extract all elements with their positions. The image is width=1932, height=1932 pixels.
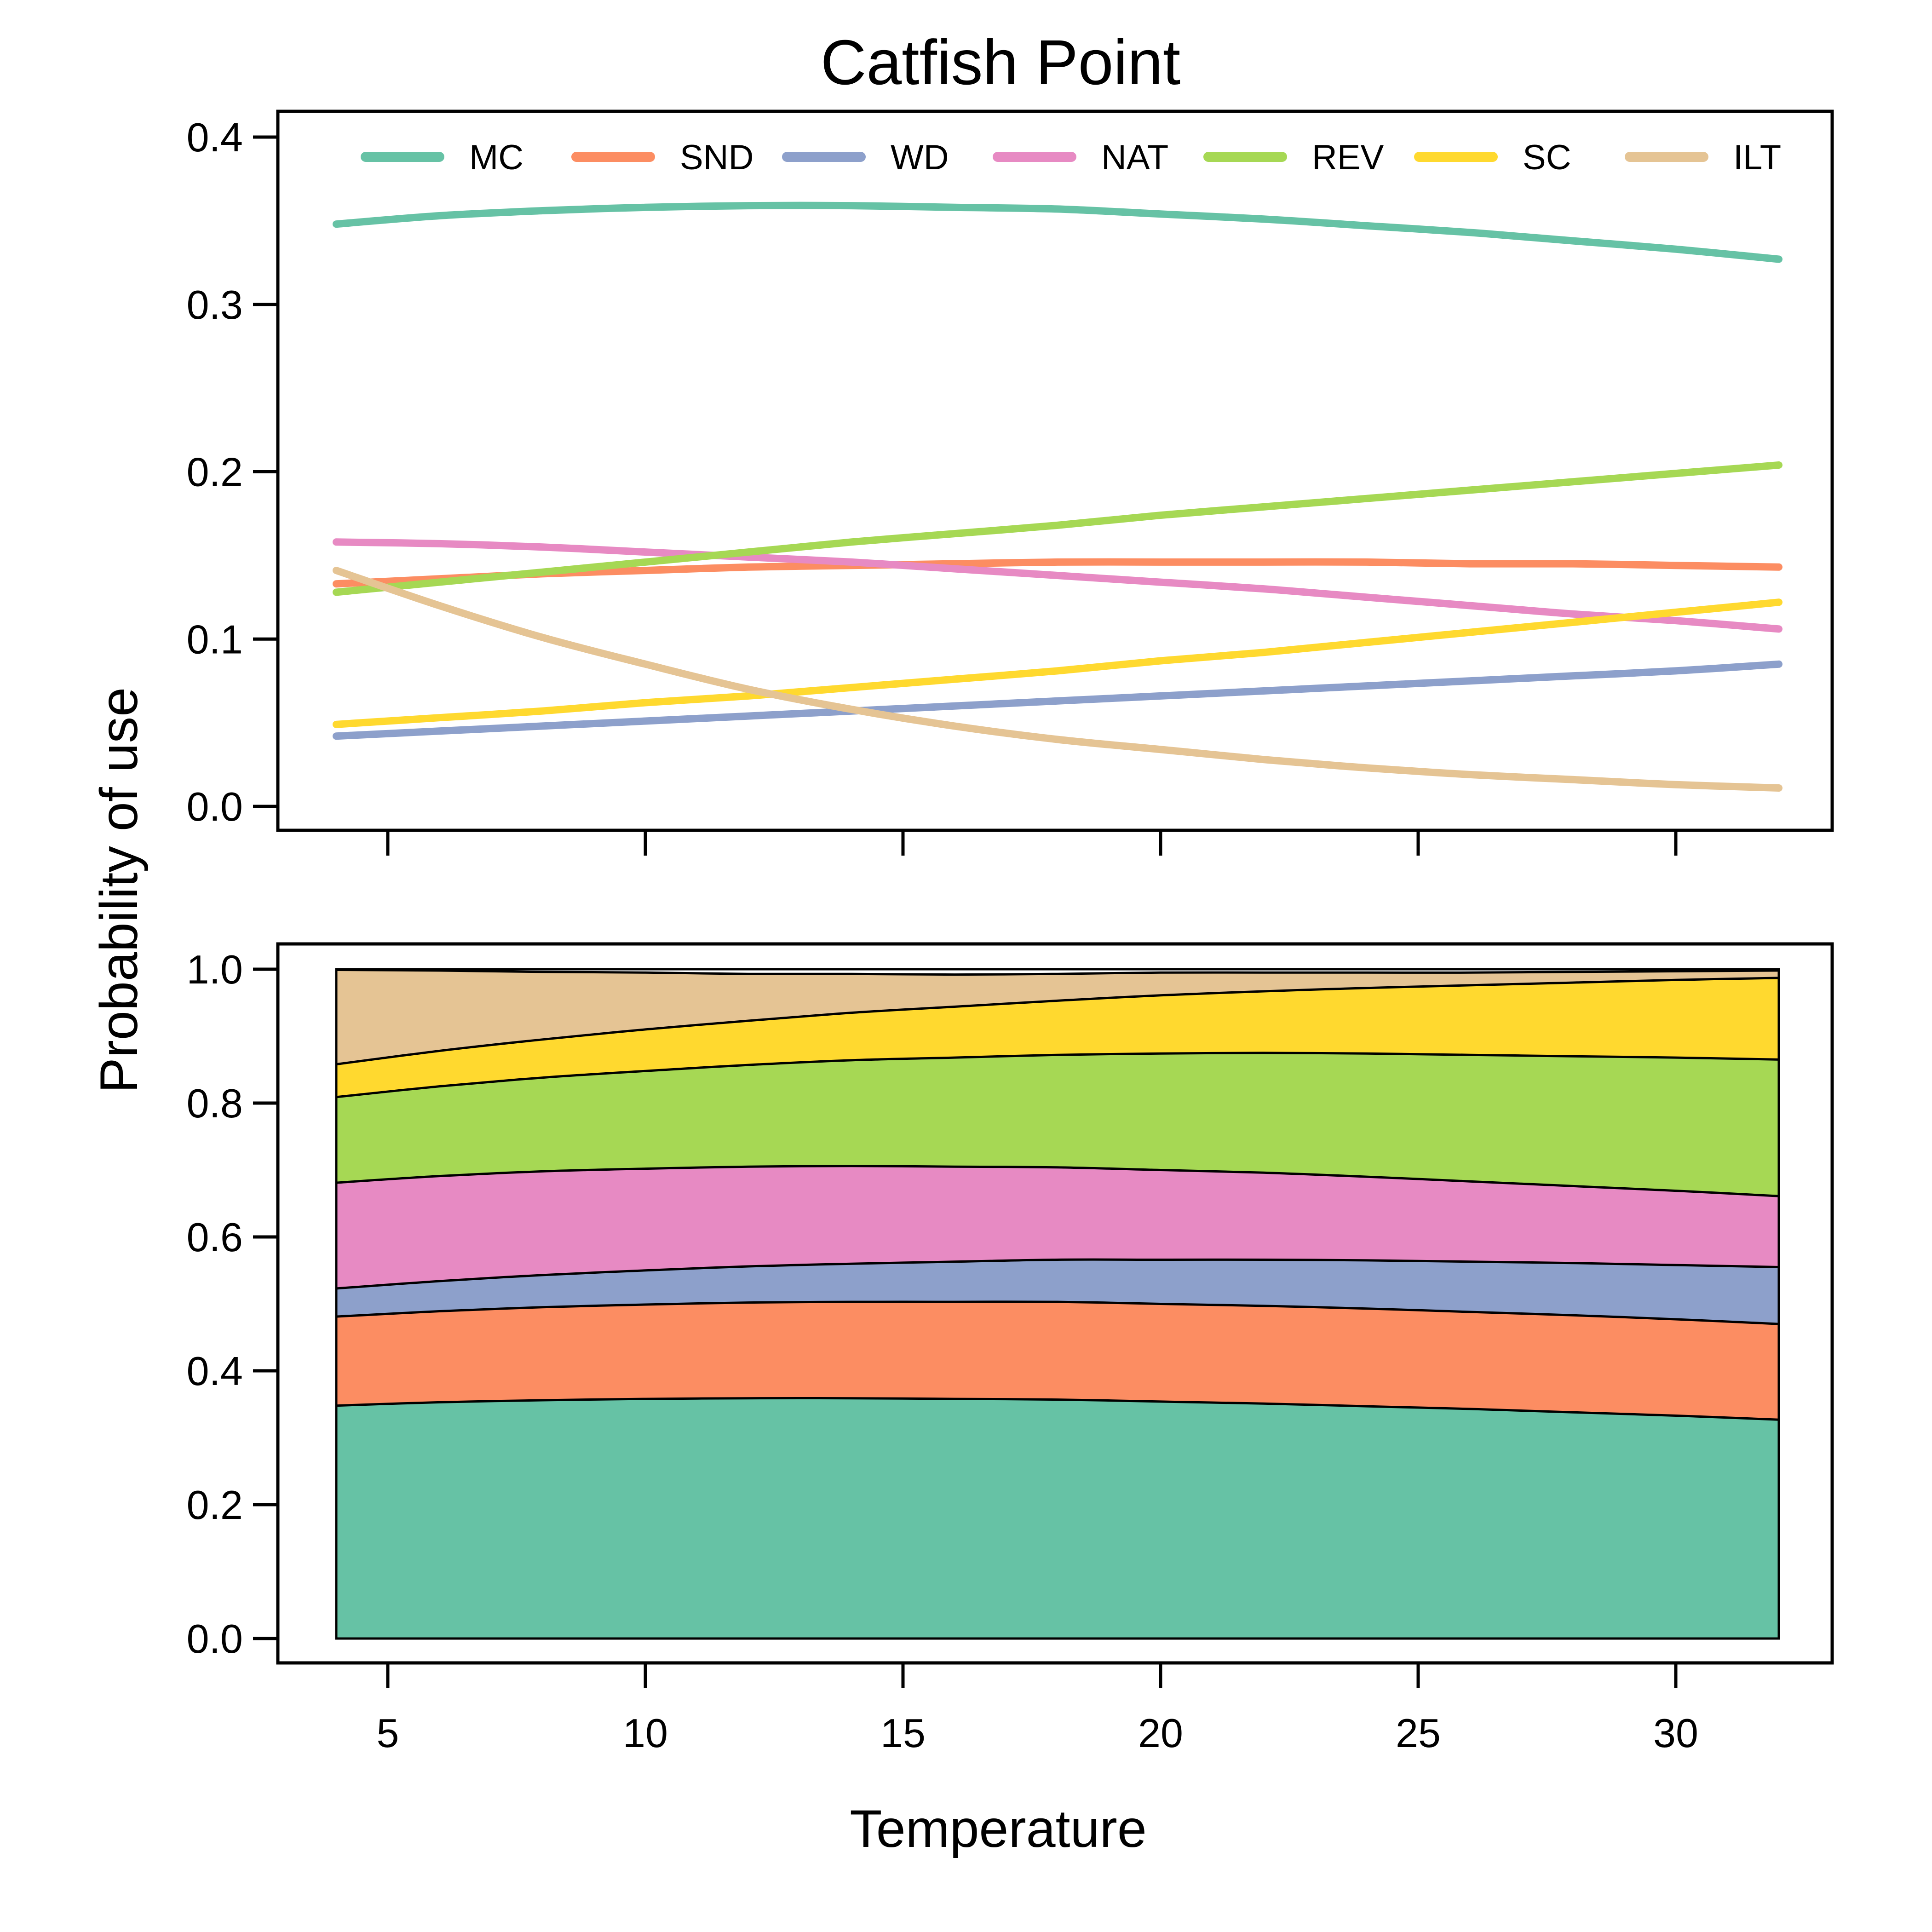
bottom-x-tick-label: 15: [880, 1710, 926, 1756]
chart-title: Catfish Point: [821, 27, 1180, 98]
top-y-axis: 0.0 0.1 0.2 0.3 0.4: [187, 115, 280, 829]
legend-label-sc: SC: [1523, 138, 1571, 177]
top-y-tick-label: 0.0: [187, 784, 243, 829]
series-line-sc: [333, 598, 1782, 728]
bottom-y-tick-label: 0.8: [187, 1081, 243, 1126]
legend-label-snd: SND: [680, 138, 753, 177]
stacked-area-bands: [335, 968, 1780, 1640]
area-boundary-snd: [336, 1300, 1779, 1325]
y-axis-title: Probability of use: [90, 687, 149, 1093]
area-band-snd: [336, 1301, 1779, 1420]
top-plot-frame: [276, 109, 1834, 832]
area-band-mc: [336, 1398, 1779, 1639]
top-panel: MC SND WD NAT REV SC ILT 0.0 0.1 0.2 0.3 0.4: [187, 109, 1834, 856]
series-line-ilt: [333, 567, 1782, 792]
bottom-x-tick-label: 30: [1653, 1710, 1698, 1756]
top-series-lines: [333, 201, 1782, 792]
area-band-ilt: [336, 970, 1779, 1064]
top-y-tick-label: 0.3: [187, 282, 243, 328]
bottom-y-tick-label: 1.0: [187, 947, 243, 992]
bottom-y-tick-label: 0.4: [187, 1348, 243, 1394]
area-boundary-mc: [336, 1397, 1779, 1421]
bottom-y-tick-label: 0.0: [187, 1616, 243, 1662]
bottom-x-tick-label: 5: [377, 1710, 399, 1756]
area-boundary-wd: [336, 1258, 1779, 1290]
top-x-axis: [386, 828, 1678, 856]
area-band-wd: [336, 1259, 1779, 1324]
series-line-nat: [333, 538, 1782, 633]
bottom-x-tick-label: 25: [1396, 1710, 1441, 1756]
series-line-rev: [333, 461, 1782, 596]
stacked-area-outline: [335, 968, 1780, 1640]
legend-label-wd: WD: [891, 138, 949, 177]
bottom-y-tick-label: 0.6: [187, 1214, 243, 1260]
series-line-mc: [333, 201, 1782, 263]
bottom-y-tick-label: 0.2: [187, 1482, 243, 1528]
bottom-x-tick-label: 10: [623, 1710, 668, 1756]
bottom-y-axis: 0.0 0.2 0.4 0.6 0.8 1.0: [187, 947, 280, 1662]
area-boundary-ilt: [336, 969, 1779, 976]
legend-label-rev: REV: [1312, 138, 1384, 177]
area-boundary-rev: [336, 1052, 1779, 1098]
bottom-panel: 0.0 0.2 0.4 0.6 0.8 1.0 5 10 15 20 25 30: [187, 942, 1834, 1756]
top-y-tick-label: 0.1: [187, 616, 243, 662]
series-line-wd: [333, 660, 1782, 740]
area-band-rev: [336, 1052, 1779, 1196]
x-axis-title: Temperature: [850, 1800, 1147, 1858]
legend-label-mc: MC: [469, 138, 523, 177]
legend-label-nat: NAT: [1101, 138, 1168, 177]
area-band-nat: [336, 1166, 1779, 1288]
top-y-tick-label: 0.2: [187, 449, 243, 495]
legend: MC SND WD NAT REV SC ILT: [361, 138, 1781, 177]
bottom-x-axis: 5 10 15 20 25 30: [377, 1661, 1698, 1756]
area-boundary-sc: [336, 977, 1779, 1066]
legend-label-ilt: ILT: [1733, 138, 1781, 177]
area-boundary-nat: [336, 1165, 1779, 1197]
bottom-x-tick-label: 20: [1138, 1710, 1183, 1756]
top-y-tick-label: 0.4: [187, 115, 243, 160]
